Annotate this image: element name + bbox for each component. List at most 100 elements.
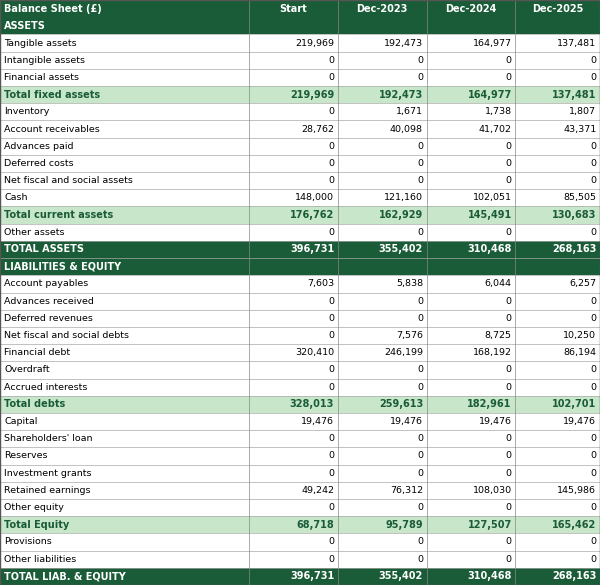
- Bar: [0, 448, 600, 464]
- Text: 0: 0: [417, 452, 423, 460]
- Text: 176,762: 176,762: [290, 210, 334, 220]
- Text: 0: 0: [506, 73, 512, 82]
- Bar: [0, 155, 600, 172]
- Text: 7,576: 7,576: [396, 331, 423, 340]
- Text: 0: 0: [417, 142, 423, 151]
- Text: 0: 0: [506, 314, 512, 323]
- Text: TOTAL ASSETS: TOTAL ASSETS: [4, 245, 84, 254]
- Text: 0: 0: [590, 555, 596, 564]
- Text: 355,402: 355,402: [379, 572, 423, 581]
- Text: 0: 0: [417, 383, 423, 391]
- Text: Retained earnings: Retained earnings: [4, 486, 91, 495]
- Text: 0: 0: [328, 176, 334, 185]
- Text: 219,969: 219,969: [295, 39, 334, 47]
- Text: Other assets: Other assets: [4, 228, 65, 237]
- Text: 0: 0: [328, 159, 334, 168]
- Text: Dec-2025: Dec-2025: [532, 4, 583, 13]
- Text: 121,160: 121,160: [384, 194, 423, 202]
- Text: 0: 0: [328, 56, 334, 65]
- Text: 19,476: 19,476: [563, 417, 596, 426]
- Text: 192,473: 192,473: [384, 39, 423, 47]
- Text: 108,030: 108,030: [473, 486, 512, 495]
- Text: 168,192: 168,192: [473, 348, 512, 357]
- Text: 0: 0: [417, 538, 423, 546]
- Bar: [0, 499, 600, 516]
- Text: 0: 0: [590, 452, 596, 460]
- Text: 0: 0: [328, 434, 334, 443]
- Bar: [0, 51, 600, 69]
- Text: 0: 0: [328, 503, 334, 512]
- Text: Accrued interests: Accrued interests: [4, 383, 88, 391]
- Text: Investment grants: Investment grants: [4, 469, 92, 478]
- Text: 0: 0: [417, 503, 423, 512]
- Text: 0: 0: [506, 176, 512, 185]
- Text: 0: 0: [328, 383, 334, 391]
- Text: Dec-2024: Dec-2024: [445, 4, 497, 13]
- Text: 0: 0: [506, 228, 512, 237]
- Text: Deferred revenues: Deferred revenues: [4, 314, 93, 323]
- Text: 1,807: 1,807: [569, 107, 596, 116]
- Text: 0: 0: [506, 366, 512, 374]
- Text: Cash: Cash: [4, 194, 28, 202]
- Text: 137,481: 137,481: [552, 90, 596, 99]
- Text: 0: 0: [590, 503, 596, 512]
- Text: Total Equity: Total Equity: [4, 520, 70, 530]
- Text: 246,199: 246,199: [384, 348, 423, 357]
- Text: 43,371: 43,371: [563, 125, 596, 133]
- Text: 0: 0: [590, 228, 596, 237]
- Text: 0: 0: [328, 228, 334, 237]
- Text: 10,250: 10,250: [563, 331, 596, 340]
- Text: Advances paid: Advances paid: [4, 142, 74, 151]
- Bar: [0, 395, 600, 413]
- Bar: [0, 378, 600, 395]
- Text: 162,929: 162,929: [379, 210, 423, 220]
- Text: 8,725: 8,725: [485, 331, 512, 340]
- Bar: [0, 241, 600, 258]
- Bar: [0, 482, 600, 499]
- Text: 0: 0: [590, 73, 596, 82]
- Text: 0: 0: [506, 452, 512, 460]
- Text: 0: 0: [417, 297, 423, 305]
- Bar: [0, 0, 600, 17]
- Text: 0: 0: [506, 56, 512, 65]
- Text: 6,257: 6,257: [569, 280, 596, 288]
- Text: Total current assets: Total current assets: [4, 210, 113, 220]
- Bar: [0, 292, 600, 309]
- Bar: [0, 207, 600, 223]
- Text: 0: 0: [328, 452, 334, 460]
- Text: 41,702: 41,702: [479, 125, 512, 133]
- Bar: [0, 86, 600, 103]
- Text: 76,312: 76,312: [390, 486, 423, 495]
- Text: 0: 0: [328, 73, 334, 82]
- Text: 95,789: 95,789: [385, 520, 423, 530]
- Bar: [0, 464, 600, 482]
- Text: 68,718: 68,718: [296, 520, 334, 530]
- Text: 0: 0: [328, 331, 334, 340]
- Text: 0: 0: [328, 366, 334, 374]
- Text: 0: 0: [506, 434, 512, 443]
- Text: Advances received: Advances received: [4, 297, 94, 305]
- Text: 0: 0: [506, 503, 512, 512]
- Text: 0: 0: [417, 176, 423, 185]
- Text: Shareholders' loan: Shareholders' loan: [4, 434, 93, 443]
- Text: 0: 0: [506, 469, 512, 478]
- Text: 268,163: 268,163: [552, 245, 596, 254]
- Text: 148,000: 148,000: [295, 194, 334, 202]
- Text: 0: 0: [417, 73, 423, 82]
- Text: 310,468: 310,468: [467, 572, 512, 581]
- Text: 0: 0: [328, 297, 334, 305]
- Bar: [0, 137, 600, 155]
- Text: 0: 0: [506, 383, 512, 391]
- Text: 102,701: 102,701: [552, 400, 596, 409]
- Text: 0: 0: [590, 314, 596, 323]
- Bar: [0, 413, 600, 430]
- Text: Balance Sheet (£): Balance Sheet (£): [4, 4, 102, 13]
- Text: 0: 0: [328, 142, 334, 151]
- Text: 1,738: 1,738: [485, 107, 512, 116]
- Text: 0: 0: [417, 314, 423, 323]
- Text: 86,194: 86,194: [563, 348, 596, 357]
- Text: 0: 0: [417, 555, 423, 564]
- Text: 0: 0: [417, 366, 423, 374]
- Text: Total debts: Total debts: [4, 400, 65, 409]
- Text: Account payables: Account payables: [4, 280, 88, 288]
